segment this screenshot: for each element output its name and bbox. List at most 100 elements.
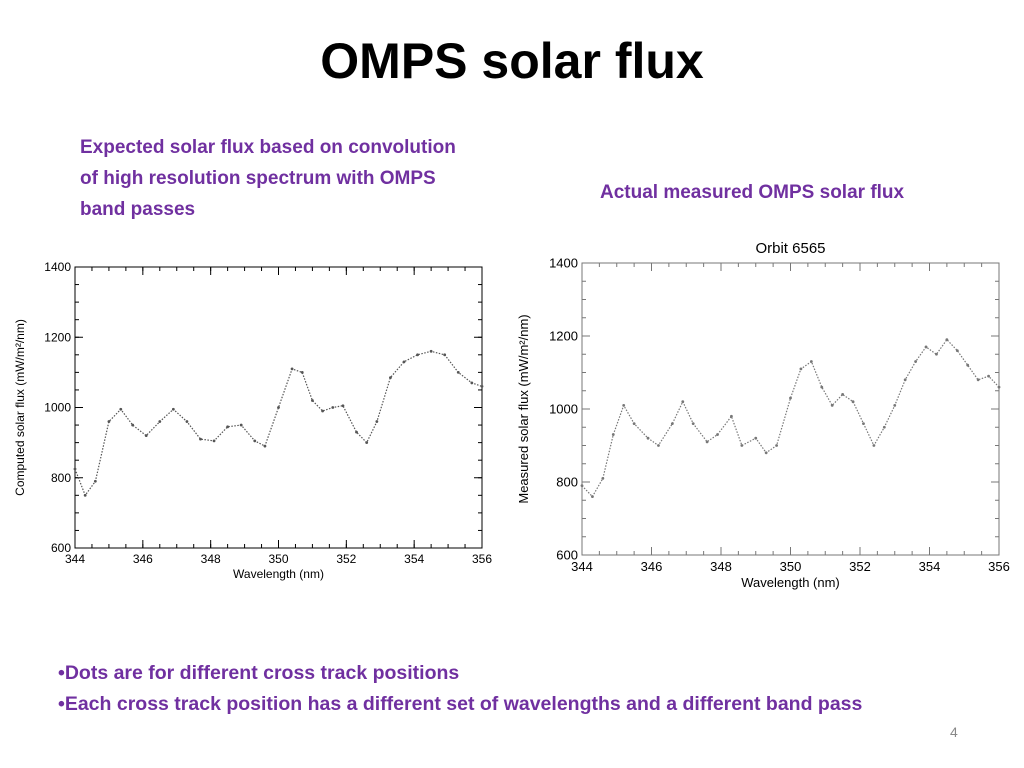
data-point [131, 423, 135, 427]
data-point [456, 370, 460, 374]
data-point [914, 360, 917, 363]
x-tick-label: 348 [201, 552, 221, 566]
x-tick-label: 346 [133, 552, 153, 566]
data-point [263, 444, 267, 448]
data-point [226, 425, 230, 429]
data-point [809, 360, 813, 363]
x-tick-label: 354 [404, 552, 424, 566]
y-axis-label: Measured solar flux (mW/m²/nm) [516, 314, 531, 503]
x-tick-label: 350 [780, 559, 802, 574]
y-axis-label: Computed solar flux (mW/m²/nm) [13, 319, 27, 496]
y-tick-label: 1000 [44, 401, 71, 415]
x-tick-label: 344 [571, 559, 593, 574]
data-point [470, 381, 474, 385]
x-tick-label: 356 [988, 559, 1010, 574]
slide-title: OMPS solar flux [320, 33, 704, 89]
plot-frame [581, 262, 1000, 556]
x-tick-label: 348 [710, 559, 732, 574]
data-point [611, 433, 615, 436]
data-point [93, 479, 97, 483]
data-point [997, 385, 1001, 389]
data-point [716, 433, 719, 436]
data-point [402, 360, 406, 364]
data-trace [74, 350, 483, 496]
data-point [924, 345, 928, 349]
data-point [882, 425, 886, 429]
data-point [144, 434, 148, 437]
data-point [976, 378, 980, 382]
y-tick-label: 1200 [44, 330, 71, 344]
data-point [311, 399, 314, 402]
x-tick-label: 344 [65, 552, 85, 566]
data-point [83, 493, 87, 497]
x-tick-label: 356 [472, 552, 492, 566]
data-point [681, 400, 685, 404]
data-point [300, 370, 304, 374]
x-tick-label: 346 [641, 559, 663, 574]
data-point [730, 414, 733, 418]
x-tick-label: 352 [336, 552, 356, 566]
data-point [893, 403, 897, 407]
data-point [872, 444, 876, 447]
y-tick-label: 1400 [44, 260, 71, 274]
data-point [705, 440, 709, 444]
data-point [799, 367, 803, 371]
data-point [429, 349, 433, 353]
y-tick-label: 1200 [549, 329, 578, 344]
computed-flux-chart: 344 346 348 350 352 354 356 600 800 1000 1200 1400 W… [13, 260, 492, 581]
data-point [987, 374, 990, 378]
data-point [341, 404, 345, 408]
data-point [903, 378, 907, 382]
data-point [754, 436, 758, 440]
data-point [646, 436, 650, 440]
x-axis-label: Wavelength (nm) [741, 575, 840, 590]
x-tick-label: 352 [849, 559, 871, 574]
data-point [355, 430, 358, 434]
data-point [670, 422, 674, 425]
caption-measured-flux: Actual measured OMPS solar flux [600, 182, 905, 203]
data-point [212, 439, 216, 443]
data-point [591, 495, 594, 498]
data-point [107, 420, 111, 423]
page-number: 4 [950, 724, 958, 740]
data-point [632, 422, 636, 425]
data-point [830, 403, 834, 407]
data-point [775, 444, 778, 447]
x-axis-label: Wavelength (nm) [233, 567, 324, 581]
bullet-item: •Each cross track position has a differe… [58, 693, 863, 715]
y-tick-label: 1000 [549, 402, 578, 417]
y-tick-label: 600 [556, 548, 578, 563]
data-point [119, 407, 123, 411]
data-point [945, 338, 949, 342]
y-tick-label: 800 [556, 475, 578, 490]
data-point [239, 423, 243, 427]
data-point [862, 422, 865, 425]
measured-flux-chart: 344 346 348 350 352 354 356 600 800 1000 1200 1400 W… [516, 240, 1010, 590]
data-point [691, 422, 695, 425]
data-point [253, 439, 257, 443]
data-point [443, 353, 447, 357]
chart-title: Orbit 6565 [755, 240, 825, 257]
data-point [622, 403, 626, 407]
data-point [321, 409, 324, 413]
data-point [764, 451, 768, 455]
data-point [841, 393, 845, 396]
data-trace [581, 339, 1000, 498]
data-point [375, 420, 379, 423]
data-point [365, 441, 369, 445]
data-point [171, 407, 175, 411]
data-point [740, 444, 744, 447]
x-tick-label: 350 [268, 552, 288, 566]
data-point [185, 420, 189, 423]
data-point [158, 420, 162, 423]
data-point [966, 363, 970, 367]
data-point [331, 406, 335, 409]
data-point [290, 367, 294, 371]
data-point [601, 476, 605, 480]
data-point [199, 437, 202, 441]
y-tick-label: 800 [51, 471, 71, 485]
data-point [416, 353, 419, 357]
data-point [580, 484, 584, 488]
data-point [820, 385, 824, 389]
y-tick-label: 1400 [549, 256, 578, 271]
